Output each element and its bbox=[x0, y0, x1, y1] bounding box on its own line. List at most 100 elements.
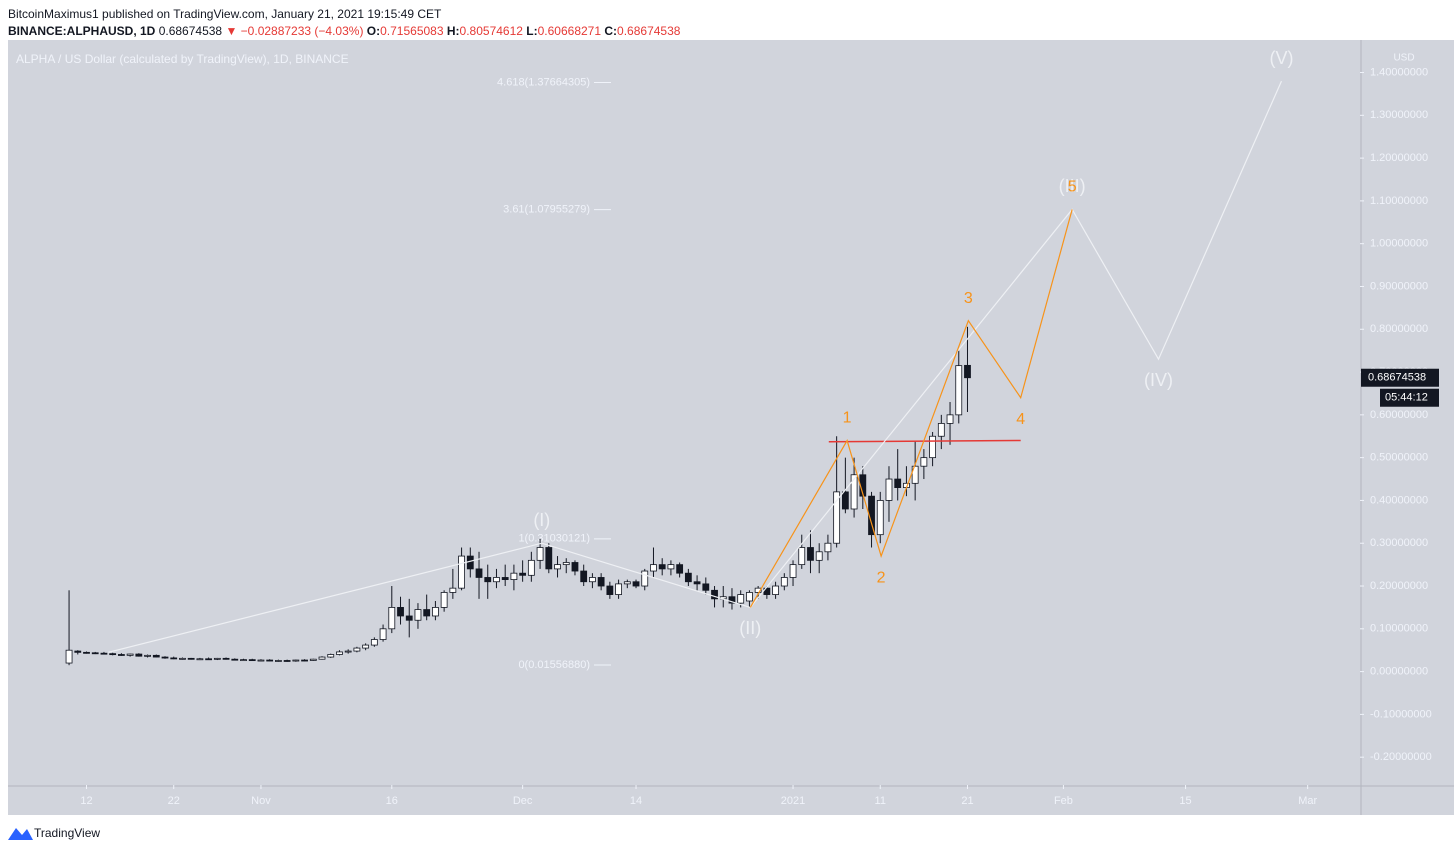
x-tick-label: 15 bbox=[1179, 795, 1191, 807]
candle-body bbox=[562, 562, 570, 566]
candle-body bbox=[545, 547, 553, 570]
candle-body bbox=[728, 596, 736, 604]
l-label: L: bbox=[526, 24, 538, 38]
last: 0.68674538 bbox=[158, 24, 223, 38]
candle-body bbox=[449, 587, 457, 593]
candle-body bbox=[650, 564, 657, 572]
candle-body bbox=[170, 657, 178, 660]
y-tick-label: 0.50000000 bbox=[1370, 452, 1428, 464]
candle-body bbox=[580, 570, 588, 583]
wave-label: 4 bbox=[1016, 411, 1025, 428]
candle-body bbox=[257, 659, 265, 662]
candle-body bbox=[423, 609, 431, 617]
wave-label: (III) bbox=[1059, 176, 1086, 196]
candle-body bbox=[283, 660, 291, 662]
candle-body bbox=[789, 564, 797, 578]
candle-body bbox=[737, 594, 745, 604]
candle-body bbox=[196, 658, 204, 661]
y-tick-label: 0.60000000 bbox=[1370, 409, 1428, 421]
countdown-label: 05:44:12 bbox=[1385, 392, 1428, 404]
o: 0.71565083 bbox=[380, 24, 444, 38]
change: −0.02887233 (−4.03%) bbox=[240, 24, 364, 38]
fib-label: 1(0.31030121) bbox=[518, 533, 590, 545]
wave-label: (II) bbox=[739, 618, 761, 638]
candle-body bbox=[292, 659, 300, 662]
c-label: C: bbox=[604, 24, 618, 38]
candle-body bbox=[868, 495, 875, 536]
x-tick-label: 21 bbox=[961, 795, 973, 807]
wave-line bbox=[108, 80, 1283, 653]
candle-body bbox=[484, 577, 492, 583]
candle-body bbox=[370, 639, 378, 646]
y-tick-label: 0.10000000 bbox=[1370, 623, 1428, 635]
y-tick-label: 0.00000000 bbox=[1370, 666, 1428, 678]
candle-body bbox=[301, 659, 308, 662]
candle-body bbox=[746, 592, 753, 602]
candle-body bbox=[693, 581, 701, 585]
candle-body bbox=[440, 592, 448, 608]
candle-body bbox=[83, 651, 90, 654]
candle-body bbox=[894, 478, 902, 488]
wave-label: (I) bbox=[533, 510, 550, 530]
candle-body bbox=[117, 654, 125, 656]
candle-body bbox=[161, 656, 169, 659]
candle-body bbox=[911, 465, 919, 484]
fib-label: 4.618(1.37664305) bbox=[497, 76, 590, 88]
candle-body bbox=[397, 607, 404, 617]
candle-body bbox=[920, 457, 928, 467]
candle-body bbox=[222, 657, 230, 660]
x-tick-label: 2021 bbox=[781, 795, 805, 807]
x-tick-label: Dec bbox=[513, 795, 533, 807]
wave-line bbox=[749, 209, 1073, 608]
candle-body bbox=[615, 583, 622, 595]
candle-body bbox=[501, 577, 509, 581]
candle-body bbox=[824, 542, 832, 553]
axis-unit: USD bbox=[1393, 53, 1414, 64]
candle-body bbox=[885, 478, 893, 501]
candle-body bbox=[266, 659, 274, 662]
candle-body bbox=[711, 589, 718, 600]
candle-body bbox=[405, 615, 413, 621]
candle-body bbox=[388, 607, 396, 630]
candle-body bbox=[318, 656, 326, 660]
x-tick-label: Nov bbox=[251, 795, 271, 807]
l: 0.60668271 bbox=[537, 24, 602, 38]
candle-body bbox=[571, 562, 579, 572]
last-price-label: 0.68674538 bbox=[1368, 372, 1426, 384]
candle-body bbox=[676, 564, 684, 574]
candle-body bbox=[597, 577, 605, 587]
candle-body bbox=[213, 657, 221, 660]
candle-body bbox=[126, 653, 134, 656]
candle-body bbox=[684, 572, 692, 583]
candle-body bbox=[205, 658, 213, 661]
candle-body bbox=[109, 653, 117, 656]
fib-label: 3.61(1.07955279) bbox=[503, 204, 590, 216]
candle-body bbox=[841, 491, 849, 510]
chart-title: ALPHA / US Dollar (calculated by Trading… bbox=[16, 52, 349, 66]
candle-body bbox=[815, 551, 823, 561]
candle-body bbox=[432, 607, 439, 617]
candle-body bbox=[65, 649, 73, 664]
candle-body bbox=[641, 570, 649, 587]
y-tick-label: 0.90000000 bbox=[1370, 280, 1428, 292]
y-tick-label: 0.80000000 bbox=[1370, 323, 1428, 335]
candle-body bbox=[833, 491, 841, 544]
candle-body bbox=[667, 564, 675, 570]
candle-body bbox=[240, 659, 247, 662]
candle-body bbox=[702, 583, 710, 591]
x-tick-label: 22 bbox=[168, 795, 180, 807]
footer-brand: TradingView bbox=[34, 826, 100, 840]
candle-body bbox=[937, 423, 945, 437]
support-line bbox=[828, 439, 1021, 443]
candle-body bbox=[876, 500, 884, 536]
candle-body bbox=[362, 644, 370, 649]
candle-body bbox=[91, 652, 99, 655]
candle-body bbox=[231, 658, 239, 661]
y-tick-label: -0.20000000 bbox=[1370, 751, 1432, 763]
candle-body bbox=[248, 659, 256, 662]
chart-bg bbox=[8, 40, 1454, 815]
x-tick-label: 14 bbox=[630, 795, 642, 807]
candle-body bbox=[475, 568, 483, 578]
candle-body bbox=[327, 654, 335, 658]
